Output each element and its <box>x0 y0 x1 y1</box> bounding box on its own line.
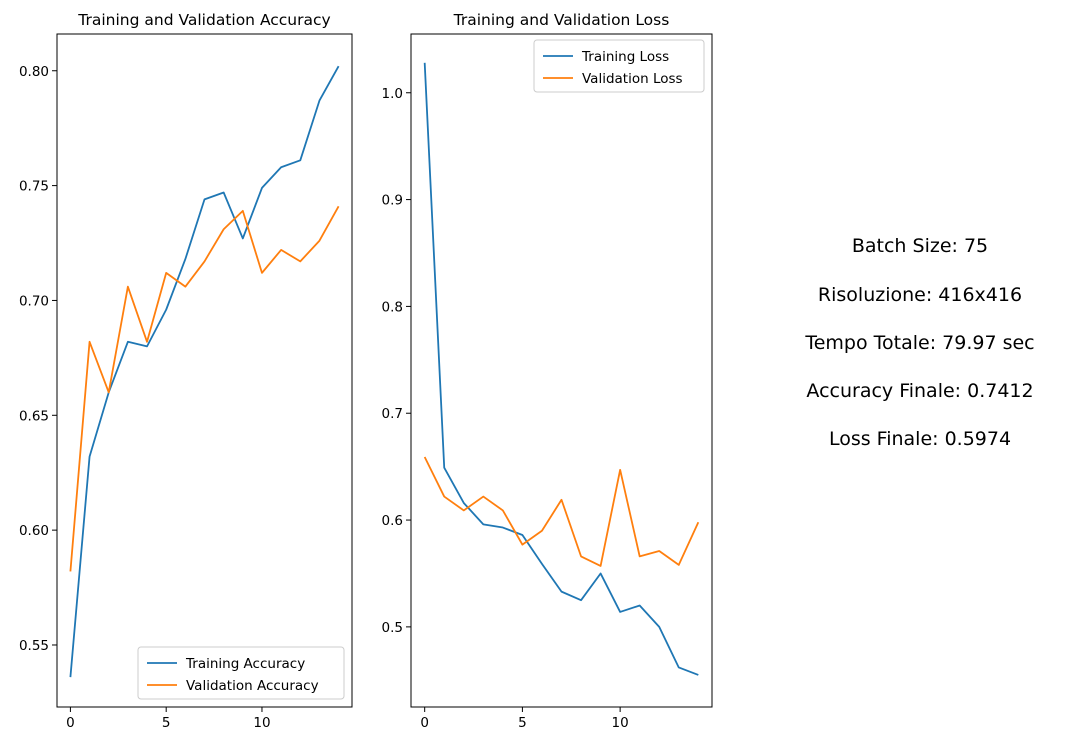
y-tick-label: 0.6 <box>382 513 403 529</box>
y-tick-label: 0.75 <box>19 179 49 195</box>
legend-box <box>137 646 345 700</box>
x-tick-label: 10 <box>612 715 629 731</box>
legend: Training Loss Validation Loss <box>533 39 705 93</box>
x-tick-label: 5 <box>518 715 527 731</box>
plot-frame <box>56 33 353 708</box>
total-time-text: Tempo Totale: 79.97 sec <box>805 332 1035 354</box>
x-tick-label: 0 <box>420 715 429 731</box>
legend-label: Validation Loss <box>582 71 683 87</box>
x-tick-label: 5 <box>162 715 171 731</box>
series-line-validation-accuracy <box>69 205 340 572</box>
x-tick-label: 0 <box>66 715 75 731</box>
loss-chart: Training and Validation Loss 0.5 0.6 0.7 0.8… <box>382 11 713 731</box>
y-tick-label: 0.5 <box>382 620 403 636</box>
final-accuracy-text: Accuracy Finale: 0.7412 <box>806 380 1034 402</box>
y-tick-label: 0.70 <box>19 293 49 309</box>
series-line-training-loss <box>423 62 699 676</box>
y-tick-label: 0.55 <box>19 638 49 654</box>
batch-size-text: Batch Size: 75 <box>851 235 989 257</box>
chart-title: Training and Validation Accuracy <box>77 11 330 29</box>
legend-label: Training Loss <box>581 49 669 65</box>
legend-label: Validation Accuracy <box>186 678 319 694</box>
chart-title: Training and Validation Loss <box>453 11 670 29</box>
legend-label: Training Accuracy <box>185 656 305 672</box>
y-tick-label: 0.7 <box>382 406 403 422</box>
y-tick-label: 0.65 <box>19 408 49 424</box>
series-line-validation-loss <box>423 456 700 567</box>
plot-frame <box>410 33 713 708</box>
accuracy-chart: Training and Validation Accuracy 0.55 0.60… <box>19 11 353 731</box>
y-tick-label: 0.9 <box>382 193 403 209</box>
y-tick-label: 0.80 <box>19 64 49 80</box>
resolution-text: Risoluzione: 416x416 <box>817 284 1023 306</box>
final-loss-text: Loss Finale: 0.5974 <box>828 428 1012 450</box>
x-tick-label: 10 <box>253 715 270 731</box>
y-tick-label: 1.0 <box>382 86 403 102</box>
legend-box <box>533 39 705 93</box>
y-tick-label: 0.60 <box>19 523 49 539</box>
series-line-training-accuracy <box>69 65 340 678</box>
y-tick-label: 0.8 <box>382 299 403 315</box>
legend: Training Accuracy Validation Accuracy <box>137 646 345 700</box>
